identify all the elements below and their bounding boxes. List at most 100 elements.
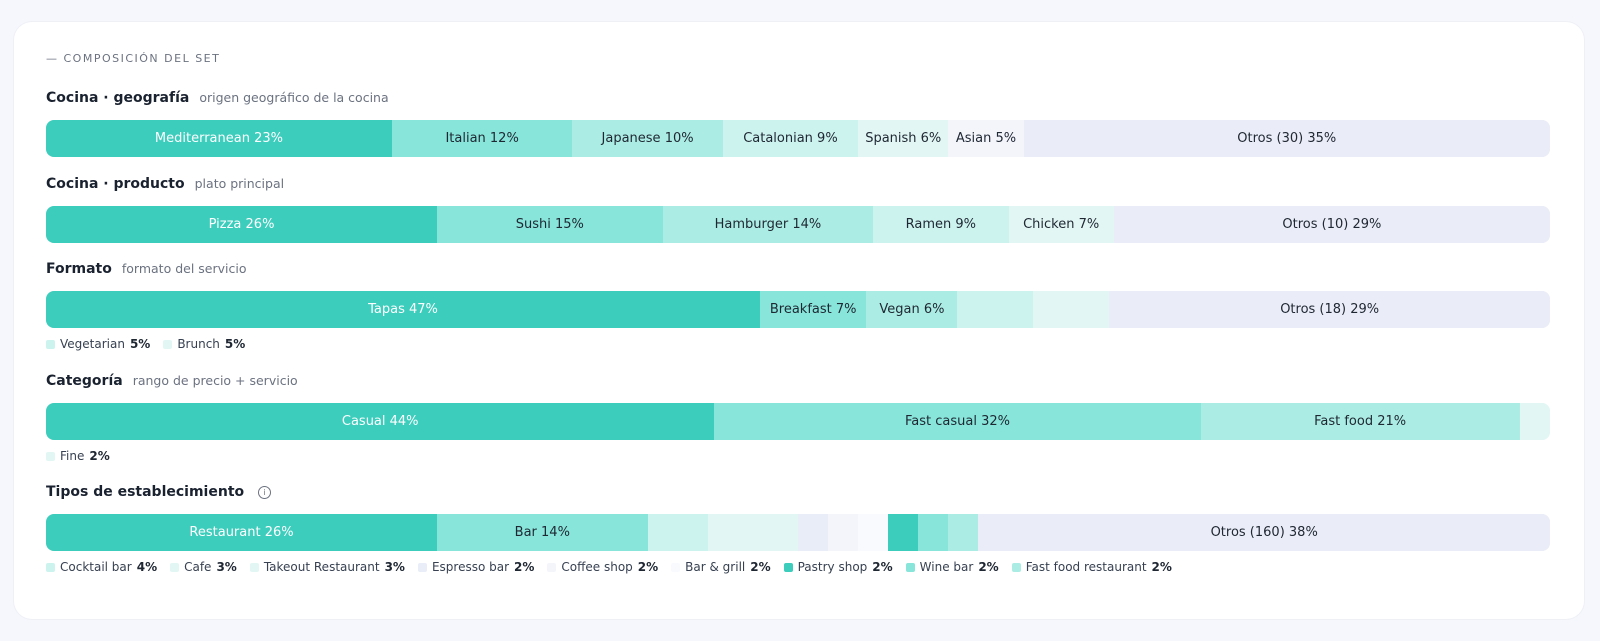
legend-label: Vegetarian	[60, 337, 125, 351]
legend-item: Bar & grill 2%	[671, 560, 771, 574]
legend-swatch	[671, 562, 681, 572]
legend: Cocktail bar 4% Cafe 3% Takeout Restaurant 3%…	[46, 560, 1550, 574]
bar-segment-vegan[interactable]: Vegan 6%	[866, 291, 958, 328]
chart-title: Categoría	[46, 373, 123, 389]
legend-swatch	[783, 562, 793, 572]
legend-label: Bar & grill	[685, 560, 746, 574]
bar-segment-hamburger[interactable]: Hamburger 14%	[662, 206, 874, 243]
bar-segment-cocktail-bar[interactable]	[647, 514, 708, 551]
bar-segment-takeout-restaurant[interactable]	[752, 514, 798, 551]
chart-title: Formato	[46, 261, 112, 277]
bar-segment-otros-30[interactable]: Otros (30) 35%	[1023, 120, 1550, 157]
bar-segment-fast-food[interactable]: Fast food 21%	[1200, 403, 1520, 440]
bar-segment-restaurant[interactable]: Restaurant 26%	[46, 514, 438, 551]
legend-item: Espresso bar 2%	[417, 560, 535, 574]
legend: Vegetarian 5% Brunch 5%	[46, 337, 1550, 351]
legend-value: 4%	[136, 560, 158, 574]
legend-item: Pastry shop 2%	[783, 560, 893, 574]
bar-segment-catalonian[interactable]: Catalonian 9%	[722, 120, 859, 157]
section-title: — COMPOSICIÓN DEL SET	[46, 52, 221, 65]
chart-header: Tipos de establecimiento i	[46, 484, 1550, 506]
stacked-bar: Restaurant 26% Bar 14% Otros (160) 38%	[46, 514, 1550, 551]
legend-value: 2%	[750, 560, 771, 574]
legend-item: Brunch 5%	[163, 337, 245, 351]
bar-segment-espresso-bar[interactable]	[797, 514, 829, 551]
chart-cocina-producto: Cocina · producto plato principal Pizza …	[46, 176, 1550, 243]
chart-subtitle: origen geográfico de la cocina	[199, 90, 389, 105]
bar-segment-breakfast[interactable]: Breakfast 7%	[760, 291, 867, 328]
legend-item: Wine bar 2%	[905, 560, 999, 574]
chart-subtitle: formato del servicio	[121, 261, 247, 276]
bar-segment-asian[interactable]: Asian 5%	[948, 120, 1024, 157]
legend-swatch	[905, 562, 915, 572]
chart-header: Categoría rango de precio + servicio	[46, 373, 1550, 395]
legend: Fine 2%	[46, 449, 1550, 463]
bar-segment-pastry-shop[interactable]	[888, 514, 919, 551]
legend-swatch	[1011, 562, 1021, 572]
bar-segment-tapas[interactable]: Tapas 47%	[46, 291, 761, 328]
bar-segment-spanish[interactable]: Spanish 6%	[858, 120, 949, 157]
legend-value: 3%	[216, 560, 237, 574]
chart-title: Cocina · geografía	[46, 90, 190, 106]
bar-segment-brunch[interactable]	[1033, 291, 1110, 328]
legend-swatch	[547, 562, 557, 572]
legend-value: 2%	[514, 560, 535, 574]
bar-segment-otros-160[interactable]: Otros (160) 38%	[978, 514, 1550, 551]
legend-label: Cocktail bar	[60, 560, 132, 574]
bar-segment-cafe[interactable]	[707, 514, 753, 551]
legend-swatch	[417, 562, 427, 572]
bar-segment-chicken[interactable]: Chicken 7%	[1008, 206, 1114, 243]
bar-segment-bar-grill[interactable]	[858, 514, 889, 551]
bar-segment-vegetarian[interactable]	[957, 291, 1034, 328]
chart-header: Formato formato del servicio	[46, 261, 1550, 283]
legend-value: 2%	[1151, 560, 1172, 574]
stacked-bar: Casual 44% Fast casual 32% Fast food 21%	[46, 403, 1550, 440]
legend-label: Espresso bar	[431, 560, 510, 574]
legend-label: Pastry shop	[797, 560, 868, 574]
legend-label: Fine	[60, 449, 85, 463]
legend-swatch	[163, 339, 173, 349]
legend-item: Cocktail bar 4%	[46, 560, 157, 574]
info-circle-icon[interactable]: i	[258, 486, 272, 499]
legend-value: 3%	[384, 560, 405, 574]
bar-segment-casual[interactable]: Casual 44%	[46, 403, 715, 440]
legend-value: 5%	[224, 337, 246, 351]
chart-cocina-geografia: Cocina · geografía origen geográfico de …	[46, 90, 1550, 157]
legend-item: Fast food restaurant 2%	[1011, 560, 1172, 574]
legend-item: Takeout Restaurant 3%	[249, 560, 405, 574]
bar-segment-otros-10[interactable]: Otros (10) 29%	[1113, 206, 1550, 243]
legend-item: Coffee shop 2%	[547, 560, 658, 574]
legend-label: Fast food restaurant	[1025, 560, 1147, 574]
legend-label: Cafe	[184, 560, 212, 574]
legend-item: Fine 2%	[46, 449, 110, 463]
bar-segment-otros-18[interactable]: Otros (18) 29%	[1109, 291, 1550, 328]
chart-tipos-establecimiento: Tipos de establecimiento i Restaurant 26…	[46, 484, 1550, 574]
legend-item: Cafe 3%	[170, 560, 237, 574]
chart-subtitle: rango de precio + servicio	[132, 373, 298, 388]
bar-segment-italian[interactable]: Italian 12%	[391, 120, 573, 157]
stacked-bar: Mediterranean 23% Italian 12% Japanese 10%…	[46, 120, 1550, 157]
legend-swatch	[46, 562, 55, 572]
legend-label: Wine bar	[919, 560, 974, 574]
legend-value: 2%	[978, 560, 999, 574]
bar-segment-fine[interactable]	[1519, 403, 1550, 440]
bar-segment-sushi[interactable]: Sushi 15%	[437, 206, 663, 243]
bar-segment-japanese[interactable]: Japanese 10%	[572, 120, 723, 157]
bar-segment-fast-food-restaurant[interactable]	[948, 514, 979, 551]
legend-item: Vegetarian 5%	[46, 337, 150, 351]
legend-swatch	[249, 562, 259, 572]
chart-categoria: Categoría rango de precio + servicio Cas…	[46, 373, 1550, 463]
bar-segment-mediterranean[interactable]: Mediterranean 23%	[46, 120, 392, 157]
bar-segment-ramen[interactable]: Ramen 9%	[873, 206, 1009, 243]
bar-segment-coffee-shop[interactable]	[828, 514, 859, 551]
bar-segment-fast-casual[interactable]: Fast casual 32%	[714, 403, 1201, 440]
bar-segment-bar[interactable]: Bar 14%	[437, 514, 648, 551]
legend-swatch	[46, 339, 55, 349]
bar-segment-pizza[interactable]: Pizza 26%	[46, 206, 438, 243]
legend-label: Coffee shop	[561, 560, 633, 574]
bar-segment-wine-bar[interactable]	[918, 514, 949, 551]
legend-value: 2%	[637, 560, 659, 574]
stacked-bar: Pizza 26% Sushi 15% Hamburger 14% Ramen 9% C…	[46, 206, 1550, 243]
legend-value: 5%	[129, 337, 151, 351]
legend-label: Takeout Restaurant	[263, 560, 380, 574]
